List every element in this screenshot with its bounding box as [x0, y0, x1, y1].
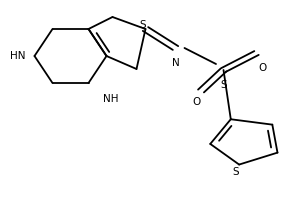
Text: S: S [139, 20, 146, 30]
Text: S: S [233, 167, 239, 177]
Text: N: N [172, 58, 179, 68]
Text: NH: NH [103, 94, 119, 104]
Text: HN: HN [10, 51, 26, 61]
Text: O: O [258, 63, 267, 73]
Text: O: O [192, 97, 201, 107]
Text: S: S [220, 80, 227, 90]
